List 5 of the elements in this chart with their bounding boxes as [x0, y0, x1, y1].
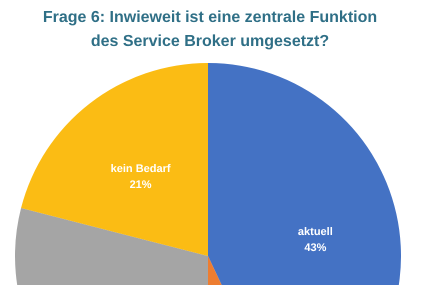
data-label: 43% — [304, 242, 327, 254]
data-label: 21% — [130, 179, 152, 192]
slice-label: aktuell — [298, 226, 333, 238]
slice-label: kein Bedarf — [110, 163, 171, 176]
chart-title: Frage 6: Inwieweit ist eine zentrale Funktion des Service Broker umgesetzt? — [42, 8, 378, 52]
